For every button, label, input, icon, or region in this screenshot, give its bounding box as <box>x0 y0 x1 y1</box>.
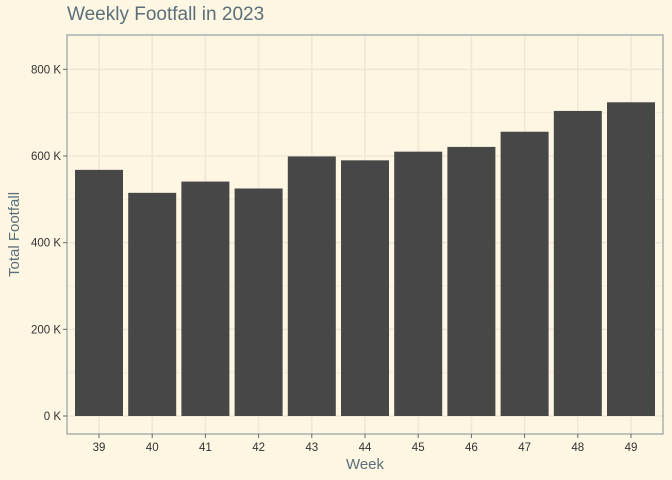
y-tick-label: 200 K <box>31 324 61 336</box>
y-tick-label: 400 K <box>31 238 61 250</box>
bar-week-39 <box>75 169 123 416</box>
x-axis-title: Week <box>346 456 385 473</box>
chart-title: Weekly Footfall in 2023 <box>67 4 265 25</box>
bar-week-47 <box>500 131 549 416</box>
y-tick-label: 0 K <box>44 411 62 423</box>
y-axis-ticks: 0 K 200 K 400 K 600 K 800 K <box>31 64 67 423</box>
bar-week-40 <box>128 192 177 416</box>
bar-week-48 <box>553 110 602 416</box>
x-tick-label: 47 <box>518 442 531 454</box>
bars <box>75 102 655 417</box>
x-tick-label: 41 <box>199 442 212 454</box>
x-tick-label: 45 <box>412 442 425 454</box>
bar-week-46 <box>447 146 496 416</box>
x-tick-label: 44 <box>359 442 372 454</box>
x-tick-label: 46 <box>465 442 478 454</box>
y-tick-label: 800 K <box>31 64 61 76</box>
x-tick-label: 42 <box>252 442 265 454</box>
bar-week-42 <box>234 188 283 416</box>
bar-week-44 <box>341 160 389 416</box>
x-tick-label: 39 <box>93 442 106 454</box>
x-tick-label: 40 <box>146 442 159 454</box>
bar-week-49 <box>607 102 655 417</box>
bar-week-43 <box>287 156 336 416</box>
x-tick-label: 48 <box>571 442 584 454</box>
x-axis-ticks: 39 40 41 42 43 44 45 46 47 48 49 <box>93 434 638 454</box>
y-tick-label: 600 K <box>31 151 61 163</box>
x-tick-label: 49 <box>625 442 638 454</box>
bar-week-41 <box>181 181 230 416</box>
y-axis-title: Total Footfall <box>6 192 23 277</box>
bar-week-45 <box>394 151 443 416</box>
x-tick-label: 43 <box>305 442 318 454</box>
